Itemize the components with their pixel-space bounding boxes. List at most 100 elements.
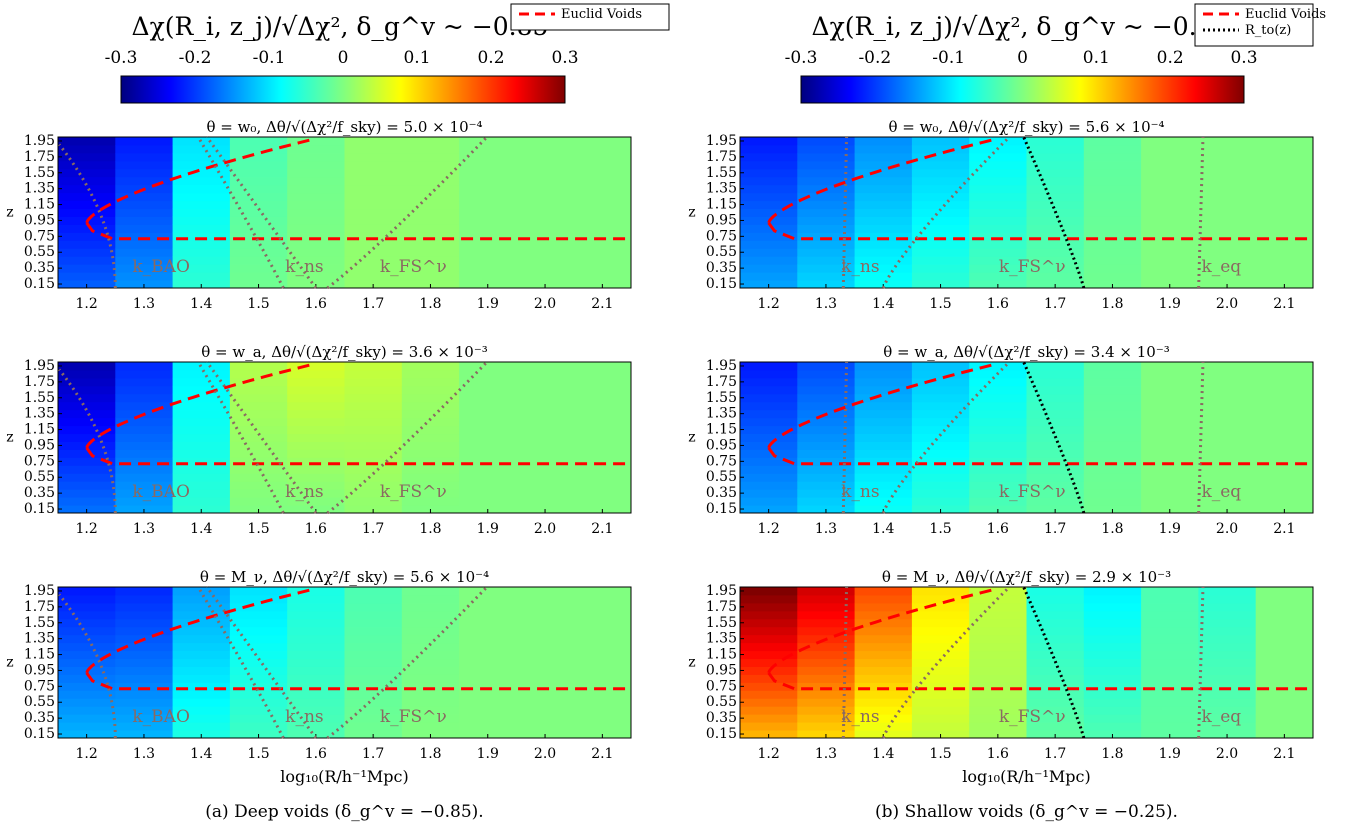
heatmap-cell [969, 634, 1027, 644]
heatmap-cell [740, 232, 798, 241]
heatmap-cell [58, 272, 116, 281]
heatmap-cell [911, 176, 970, 186]
k-ns-curve [841, 361, 849, 514]
heatmap-cell [797, 650, 856, 660]
heatmap-cell [1026, 425, 1085, 435]
heatmap-cell [344, 698, 403, 707]
y-tick-label: 1.55 [706, 390, 737, 406]
heatmap-cell [229, 137, 288, 146]
heatmap-cell [229, 184, 288, 194]
heatmap-cell [1026, 409, 1085, 419]
heatmap-cell [401, 232, 460, 241]
heatmap-cell [969, 497, 1027, 506]
heatmap-cell [229, 200, 288, 210]
x-tick-label: 1.2 [76, 521, 98, 537]
heatmap-cell [459, 417, 517, 427]
heatmap-cell [58, 674, 116, 683]
heatmap-cell [1141, 587, 1199, 596]
annotation-label: k_eq [1201, 482, 1241, 502]
heatmap-cell [1141, 650, 1199, 660]
heatmap-cell [516, 473, 575, 482]
heatmap-cell [58, 369, 116, 379]
heatmap-cell [573, 674, 632, 683]
heatmap-cell [797, 714, 856, 723]
heatmap-cell [911, 256, 970, 265]
heatmap-cell [115, 425, 174, 435]
heatmap-cell [1026, 240, 1085, 249]
heatmap-cell [797, 465, 856, 474]
heatmap-cell [854, 160, 913, 170]
heatmap-cell [1141, 634, 1199, 644]
heatmap-cell [797, 200, 856, 210]
heatmap-cell [573, 457, 632, 466]
heatmap-cell [797, 240, 856, 249]
colorbar-tick-label: -0.1 [253, 48, 286, 68]
heatmap-cell [516, 457, 575, 466]
y-tick-label: 1.35 [706, 406, 737, 422]
heatmap-cell [797, 626, 856, 636]
heatmap-cell [401, 240, 460, 249]
heatmap-cell [58, 650, 116, 660]
heatmap-cell [1083, 594, 1142, 604]
heatmap-cell [172, 457, 231, 466]
heatmap-cell [740, 594, 798, 604]
colorbar-tick-label: -0.3 [785, 48, 818, 68]
heatmap-cell [969, 650, 1027, 660]
heatmap-cell [1255, 208, 1314, 217]
heatmap-cell [573, 594, 632, 604]
heatmap-cell [115, 610, 174, 620]
y-tick-label: 0.75 [706, 678, 737, 694]
heatmap-cell [573, 634, 632, 644]
heatmap-cell [287, 409, 345, 419]
heatmap-cell [1026, 200, 1085, 210]
heatmap-cell [58, 224, 116, 233]
heatmap-cell [401, 674, 460, 683]
y-tick-label: 0.75 [706, 228, 737, 244]
x-tick-label: 2.0 [534, 296, 556, 312]
heatmap-cell [573, 473, 632, 482]
heatmap-cell [459, 256, 517, 265]
heatmap-cell [287, 441, 345, 450]
heatmap-cell [854, 248, 913, 257]
annotation-label: k_ns [841, 257, 879, 277]
heatmap-cell [740, 642, 798, 652]
heatmap-cell [1198, 650, 1257, 660]
heatmap-cell [516, 393, 575, 403]
euclid-voids-floor [767, 221, 1313, 241]
heatmap-cell [1083, 401, 1142, 411]
heatmap-cell [459, 168, 517, 178]
heatmap-cell [1198, 602, 1257, 612]
heatmap-cell [516, 658, 575, 667]
x-tick-label: 1.2 [76, 296, 98, 312]
colorbar-tick-label: 0.3 [1230, 48, 1257, 68]
heatmap-cell [969, 137, 1027, 146]
annotation-label: k_ns [285, 482, 323, 502]
heatmap-cell [229, 409, 288, 419]
y-tick-label: 1.75 [24, 374, 55, 390]
heatmap-cell [969, 425, 1027, 435]
heatmap-cell [58, 618, 116, 628]
heatmap-cell [573, 698, 632, 707]
y-axis-label: z [6, 430, 13, 446]
heatmap-cell [573, 200, 632, 210]
panel-a-2: θ = M_ν, Δθ/√(Δχ²/f_sky) = 5.6 × 10⁻⁴ 0.1… [6, 568, 632, 786]
plot-frame [57, 361, 632, 514]
heatmap-cell [1255, 682, 1314, 691]
heatmap-cell [172, 634, 231, 644]
x-tick-label: 1.2 [758, 521, 780, 537]
heatmap-cell [854, 666, 913, 675]
heatmap-cell [115, 497, 174, 506]
heatmap-cell [287, 393, 345, 403]
heatmap-cell [1255, 152, 1314, 162]
heatmap-cell [1026, 489, 1085, 498]
heatmap-cell [797, 192, 856, 202]
heatmap-cell [573, 465, 632, 474]
heatmap-cell [115, 240, 174, 249]
heatmap-cell [172, 425, 231, 435]
heatmap-cell [797, 481, 856, 490]
heatmap-cell [1026, 594, 1085, 604]
heatmap-cell [1141, 610, 1199, 620]
heatmap-cell [459, 264, 517, 273]
heatmap-cell [573, 449, 632, 458]
